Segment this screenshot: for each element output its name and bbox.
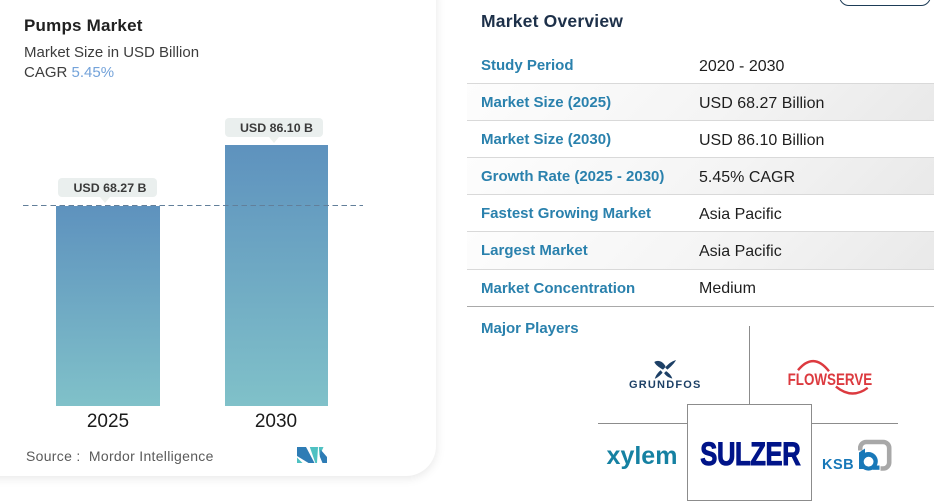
svg-text:FLOWSERVE: FLOWSERVE — [788, 371, 873, 389]
